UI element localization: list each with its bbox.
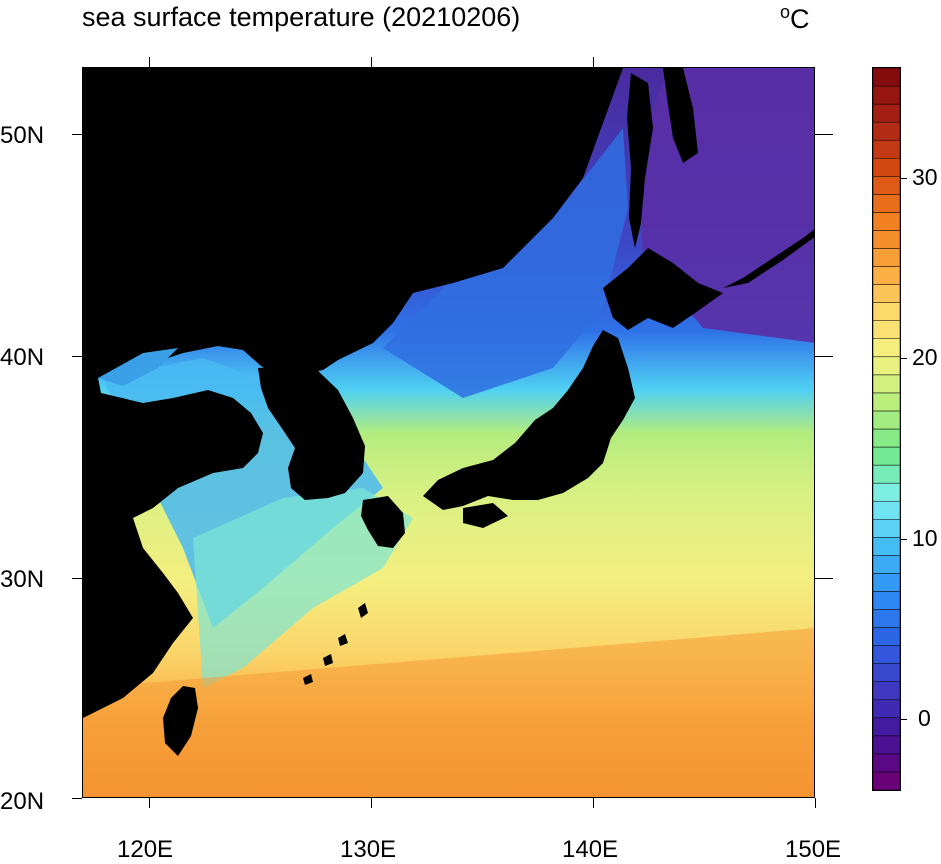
colorbar-swatch — [872, 645, 901, 664]
tick-50n-right — [815, 134, 833, 135]
tick-20n-left — [72, 798, 82, 799]
shikoku-island — [463, 503, 508, 528]
unit-label: oC — [780, 2, 810, 35]
colorbar-swatch — [872, 482, 901, 502]
tick-30n-left — [72, 578, 82, 579]
colorbar-swatch — [872, 573, 901, 592]
colorbar-swatch — [872, 356, 901, 376]
colorbar-swatch — [872, 176, 901, 195]
colorbar-label-0: 0 — [918, 705, 931, 731]
colorbar-swatch — [872, 338, 901, 358]
lon-label-140e: 140E — [562, 836, 619, 863]
lat-label-30n: 30N — [0, 566, 45, 593]
colorbar-swatch — [872, 266, 901, 285]
ryukyu-islands — [303, 603, 368, 685]
honshu-island — [423, 330, 635, 510]
colorbar-label-10: 10 — [912, 525, 938, 551]
tick-130e-bottom — [371, 798, 372, 808]
tick-120e-bottom — [149, 798, 150, 808]
colorbar-swatch — [872, 230, 901, 249]
tick-40n-left — [72, 356, 82, 357]
taiwan-island — [163, 686, 198, 756]
map-title: sea surface temperature (20210206) — [82, 2, 521, 32]
colorbar-swatch — [872, 537, 901, 556]
colorbar-swatch — [872, 194, 901, 213]
colorbar-swatch — [872, 753, 901, 773]
colorbar-swatches — [872, 67, 901, 791]
east-china-sea — [193, 488, 413, 688]
colorbar-swatch — [872, 158, 901, 177]
colorbar-swatch — [872, 410, 901, 430]
sst-field — [83, 68, 814, 797]
colorbar-swatch — [872, 446, 901, 466]
colorbar-swatch — [872, 771, 901, 791]
lat-label-20n: 20N — [0, 788, 45, 815]
warm-band — [83, 628, 814, 797]
colorbar-tick-30 — [901, 178, 907, 179]
colorbar-swatch — [872, 85, 901, 105]
colorbar-swatch — [872, 663, 901, 682]
korean-peninsula — [258, 366, 365, 500]
colorbar-swatch — [872, 699, 901, 719]
sakhalin-island — [627, 73, 653, 248]
lat-label-40n: 40N — [0, 344, 45, 371]
colorbar-swatch — [872, 320, 901, 339]
colorbar-swatch — [872, 627, 901, 646]
sst-map — [82, 67, 815, 798]
colorbar-tick-0 — [901, 719, 907, 720]
tick-30n-right — [815, 578, 833, 579]
tick-140e-bottom — [593, 798, 594, 808]
tick-130e-top — [371, 57, 372, 67]
colorbar-swatch — [872, 500, 901, 520]
colorbar-swatch — [872, 139, 901, 159]
colorbar-swatch — [872, 374, 901, 394]
colorbar-swatch — [872, 428, 901, 448]
colorbar-swatch — [872, 555, 901, 574]
lon-label-120e: 120E — [117, 836, 174, 863]
colorbar-swatch — [872, 681, 901, 701]
bohai-sea — [98, 348, 178, 386]
colorbar-swatch — [872, 717, 901, 737]
lon-label-150e: 150E — [785, 836, 842, 863]
lon-label-130e: 130E — [340, 836, 397, 863]
colorbar-swatch — [872, 609, 901, 628]
colorbar-swatch — [872, 392, 901, 412]
tick-50n-left — [72, 134, 82, 135]
colorbar-swatch — [872, 284, 901, 303]
tick-120e-top — [149, 57, 150, 67]
colorbar-swatch — [872, 248, 901, 267]
colorbar-label-20: 20 — [912, 344, 938, 370]
colorbar-swatch — [872, 212, 901, 231]
asian-mainland — [83, 68, 623, 718]
degree-sign: o — [780, 2, 791, 22]
colorbar-swatch — [872, 519, 901, 538]
colorbar-swatch — [872, 302, 901, 321]
colorbar — [872, 67, 901, 791]
colorbar-tick-20 — [901, 358, 907, 359]
tick-40n-right — [815, 356, 833, 357]
colorbar-swatch — [872, 735, 901, 755]
hokkaido-island — [603, 248, 723, 330]
tick-150e-bottom — [815, 798, 816, 808]
colorbar-tick-10 — [901, 539, 907, 540]
colorbar-swatch — [872, 67, 901, 87]
colorbar-swatch — [872, 103, 901, 123]
colorbar-swatch — [872, 591, 901, 610]
colorbar-swatch — [872, 464, 901, 484]
tick-140e-top — [593, 57, 594, 67]
colorbar-swatch — [872, 121, 901, 141]
lat-label-50n: 50N — [0, 122, 45, 149]
okhotsk-coast — [663, 68, 698, 163]
kyushu-island — [361, 496, 405, 548]
unit-letter: C — [790, 4, 810, 34]
colorbar-label-30: 30 — [912, 164, 938, 190]
